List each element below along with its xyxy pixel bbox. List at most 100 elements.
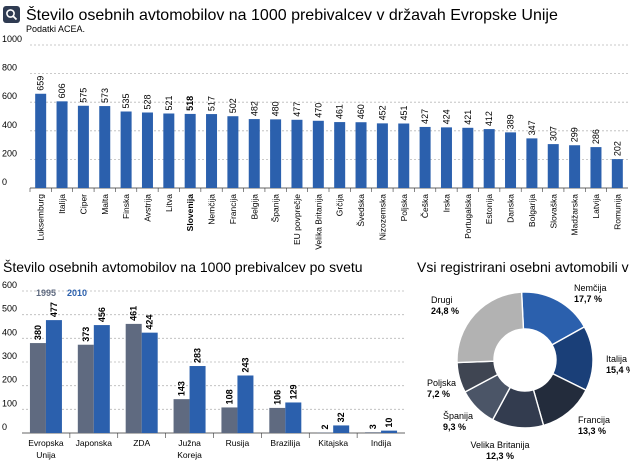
bar bbox=[93, 325, 110, 433]
bar bbox=[141, 112, 153, 188]
bar-value-label: 307 bbox=[548, 126, 558, 141]
bar bbox=[419, 126, 431, 188]
category-label: Velika Britanija bbox=[313, 194, 323, 250]
bar bbox=[376, 123, 388, 188]
bar-value-label: 373 bbox=[81, 327, 91, 342]
category-label: Avstrija bbox=[142, 194, 152, 222]
category-label: Grčija bbox=[335, 194, 345, 216]
category-label: Rusija bbox=[226, 438, 250, 448]
bar bbox=[483, 129, 495, 188]
bar bbox=[35, 93, 47, 188]
bar-value-label: 470 bbox=[313, 103, 323, 118]
category-label: Irska bbox=[441, 194, 451, 213]
bar-value-label: 482 bbox=[249, 101, 259, 116]
category-label: Poljska bbox=[399, 194, 409, 222]
category-label: Romunija bbox=[612, 194, 622, 230]
category-label: Indija bbox=[371, 438, 392, 448]
category-label: Finska bbox=[121, 194, 131, 219]
category-label: Francija bbox=[228, 194, 238, 225]
bar bbox=[381, 430, 398, 433]
bar bbox=[398, 123, 410, 188]
y-tick-label: 300 bbox=[2, 351, 17, 361]
bar bbox=[440, 127, 452, 188]
bar-value-label: 143 bbox=[177, 381, 187, 396]
bar-value-label: 129 bbox=[288, 384, 298, 399]
bar-value-label: 389 bbox=[506, 114, 516, 129]
bar bbox=[590, 147, 602, 188]
bar-value-label: 573 bbox=[100, 88, 110, 103]
bar-value-label: 480 bbox=[271, 101, 281, 116]
bar-value-label: 412 bbox=[484, 111, 494, 126]
bar bbox=[56, 101, 68, 188]
bar bbox=[505, 132, 517, 188]
bar-value-label: 106 bbox=[272, 390, 282, 405]
category-label: Nizozemska bbox=[377, 194, 387, 241]
bar-value-label: 424 bbox=[441, 109, 451, 124]
bar bbox=[355, 122, 367, 188]
pie-slice-label: Španija bbox=[443, 411, 473, 421]
category-label: Slovenija bbox=[185, 194, 195, 232]
eu-countries-bar-chart: 0 200 400 600 800 1000 659 Luksemburg 606 Italija… bbox=[2, 34, 628, 250]
pie-chart-title: Vsi registrirani osebni avtomobili v EU bbox=[417, 259, 630, 275]
page-title: Število osebnih avtomobilov na 1000 preb… bbox=[26, 5, 558, 24]
category-label: ZDA bbox=[133, 438, 150, 448]
bar bbox=[99, 106, 111, 188]
bar-value-label: 32 bbox=[336, 412, 346, 422]
category-label: Češka bbox=[420, 194, 430, 218]
bar-value-label: 575 bbox=[78, 88, 88, 103]
category-label: Portugalska bbox=[463, 194, 473, 239]
bar-value-label: 2 bbox=[320, 425, 330, 430]
category-label: Španija bbox=[271, 194, 281, 223]
category-label: Malta bbox=[100, 194, 110, 215]
bar-value-label: 3 bbox=[368, 424, 378, 429]
category-label: Madžarska bbox=[570, 194, 580, 236]
bar bbox=[184, 113, 196, 188]
bar bbox=[45, 320, 62, 433]
category-label: Estonija bbox=[484, 194, 494, 225]
bar-value-label: 456 bbox=[97, 307, 107, 322]
category-label: EU povprečje bbox=[292, 194, 302, 245]
bar bbox=[547, 144, 559, 188]
bar-value-label: 427 bbox=[420, 109, 430, 124]
bar bbox=[285, 402, 302, 433]
bar bbox=[227, 116, 239, 188]
y-tick-label: 600 bbox=[2, 280, 17, 290]
category-label: Belgija bbox=[249, 194, 259, 220]
pie-slice-value: 24,8 % bbox=[431, 306, 459, 316]
bar-value-label: 108 bbox=[224, 389, 234, 404]
bar bbox=[269, 407, 286, 433]
category-label: Italija bbox=[57, 194, 67, 214]
category-label: Švedska bbox=[356, 194, 366, 227]
bar-value-label: 380 bbox=[33, 325, 43, 340]
bar-value-label: 461 bbox=[129, 306, 139, 321]
bar-value-label: 606 bbox=[57, 83, 67, 98]
bar bbox=[333, 425, 350, 433]
category-label-line: Unija bbox=[36, 450, 56, 460]
pie-slice bbox=[456, 291, 525, 364]
category-label: Brazilija bbox=[270, 438, 300, 448]
source-note: Podatki ACEA. bbox=[26, 24, 85, 34]
pie-slice-value: 13,3 % bbox=[578, 426, 606, 436]
category-label: Japonska bbox=[76, 438, 113, 448]
bar-value-label: 283 bbox=[193, 348, 203, 363]
y-tick-label: 100 bbox=[2, 398, 17, 408]
pie-slice-label: Nemčija bbox=[574, 283, 607, 293]
bar bbox=[221, 407, 238, 433]
bar-value-label: 502 bbox=[228, 98, 238, 113]
legend-2010: 2010 bbox=[67, 288, 87, 298]
category-label: Ciper bbox=[78, 194, 88, 214]
bar-value-label: 243 bbox=[240, 357, 250, 372]
pie-slice-label: Drugi bbox=[431, 295, 453, 305]
bar-value-label: 659 bbox=[36, 76, 46, 91]
category-label: Latvija bbox=[591, 194, 601, 219]
magnifier-icon[interactable] bbox=[3, 6, 20, 23]
bar-value-label: 477 bbox=[49, 302, 59, 317]
bar bbox=[365, 432, 382, 433]
pie-slice-value: 17,7 % bbox=[574, 294, 602, 304]
bar bbox=[77, 344, 94, 433]
bar bbox=[569, 145, 581, 188]
legend-1995: 1995 bbox=[36, 288, 56, 298]
bar bbox=[462, 127, 474, 188]
